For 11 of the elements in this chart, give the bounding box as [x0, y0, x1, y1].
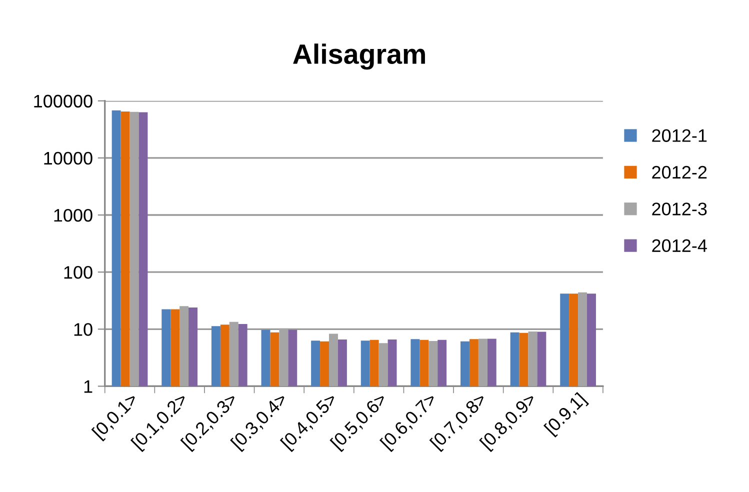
- legend-label: 2012-1: [652, 129, 707, 142]
- y-tick-label: 100000: [34, 94, 92, 108]
- y-tick-label: 100: [64, 266, 92, 279]
- y-tick-label: 10000: [44, 152, 92, 165]
- y-tick-label: 10: [74, 323, 92, 336]
- y-tick-label: 1: [84, 380, 92, 393]
- chart-title: Alisagram: [293, 44, 425, 70]
- y-tick-label: 1000: [54, 208, 92, 222]
- legend-label: 2012-2: [652, 166, 707, 179]
- legend-label: 2012-3: [652, 202, 707, 216]
- legend-label: 2012-4: [652, 239, 707, 252]
